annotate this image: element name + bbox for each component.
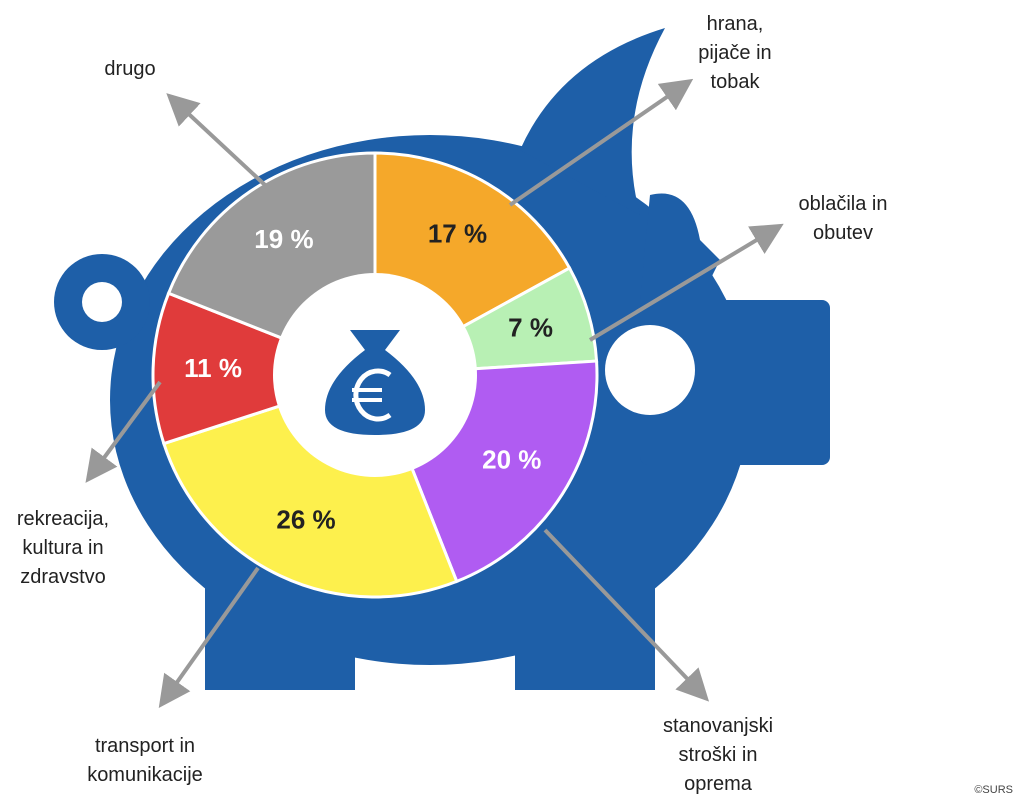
value-label: 20 % (482, 445, 541, 475)
money-bag-icon (325, 330, 425, 435)
arrows (85, 78, 784, 709)
value-label: 7 % (508, 313, 553, 343)
tail-hole (82, 282, 122, 322)
value-label: 17 % (428, 218, 487, 248)
category-label: stanovanjski stroški in oprema (662, 715, 774, 795)
category-label: drugo (104, 58, 156, 80)
category-label: rekreacija, kultura in zdravstvo (16, 508, 110, 588)
eye (605, 325, 695, 415)
category-label: hrana, pijače in tobak (698, 13, 772, 93)
value-label: 26 % (276, 504, 335, 534)
category-label: transport in komunikacije (87, 735, 203, 786)
value-label: 19 % (254, 224, 313, 254)
value-label: 11 % (184, 353, 242, 383)
category-label: oblačila in obutev (798, 193, 888, 244)
source: ©SURS (974, 784, 1013, 796)
